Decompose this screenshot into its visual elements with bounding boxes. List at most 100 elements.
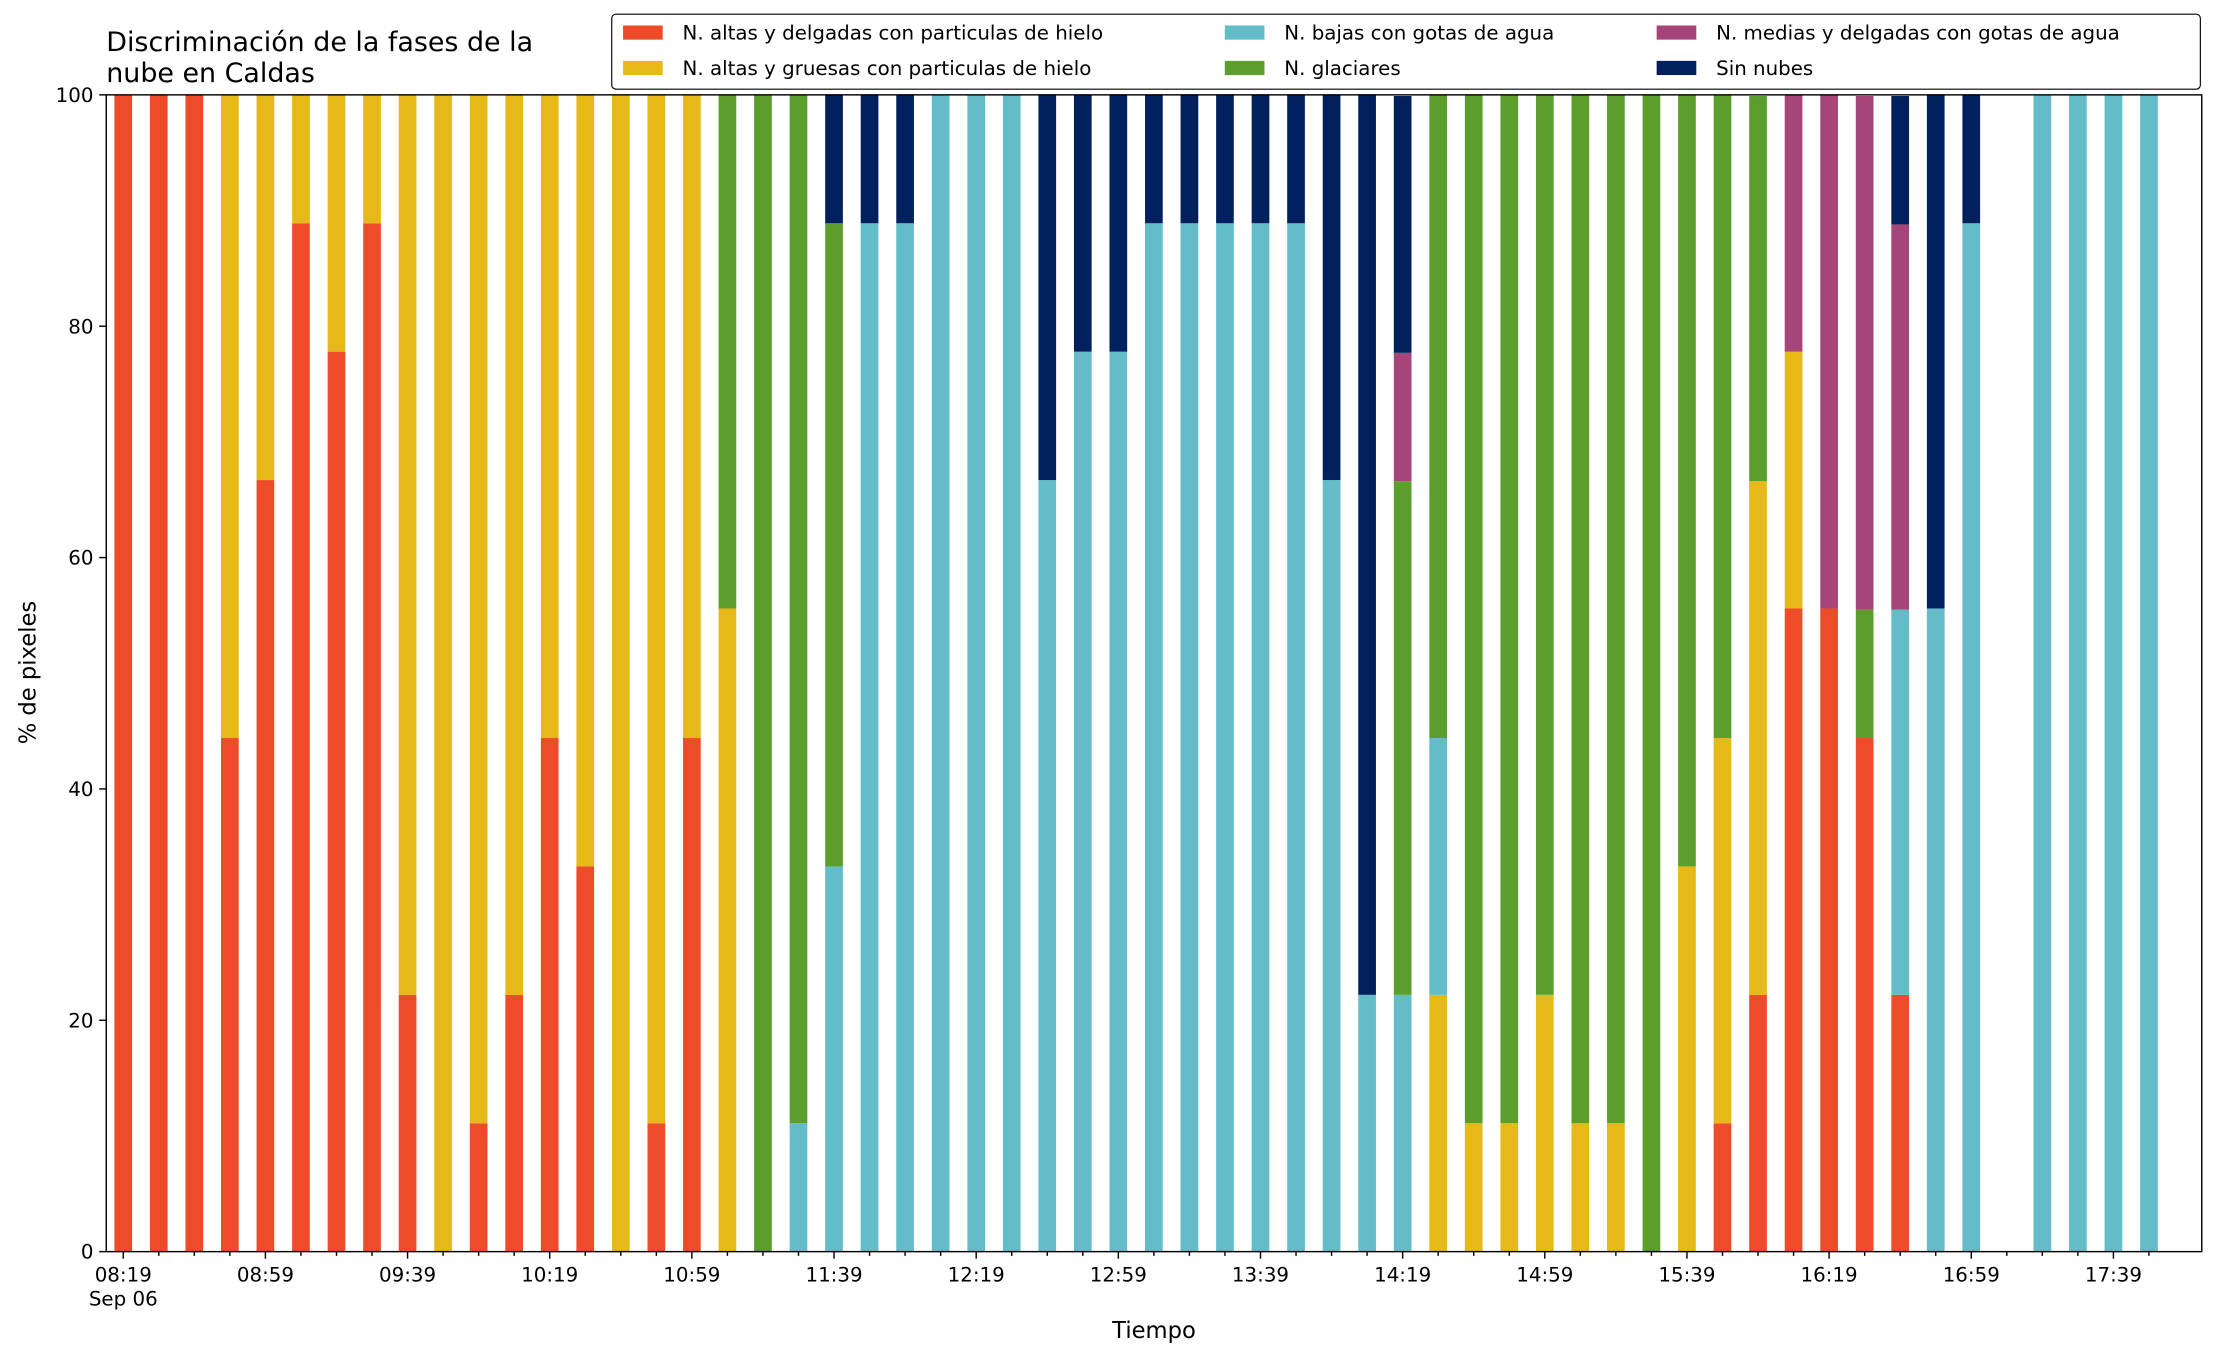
bar-segment xyxy=(2069,94,2087,1252)
y-tick-label: 80 xyxy=(68,315,93,338)
bar-segment xyxy=(1287,223,1305,1252)
bar-segment xyxy=(1607,94,1625,1124)
bar-segment xyxy=(683,738,701,1252)
x-tick-label: 16:19 xyxy=(1801,1263,1858,1286)
bar-segment xyxy=(1216,223,1234,1252)
bar-segment xyxy=(718,608,737,1252)
bar-segment xyxy=(1216,94,1234,224)
bar-segment xyxy=(292,94,310,224)
bar-segment xyxy=(647,1123,666,1252)
bar-segment xyxy=(1429,94,1448,739)
x-tick-label: 13:39 xyxy=(1232,1263,1289,1286)
bar-segment xyxy=(1180,223,1199,1252)
legend-swatch xyxy=(1656,25,1697,40)
bar-segment xyxy=(185,94,204,1252)
bar-segment xyxy=(1926,608,1945,1252)
bar-segment xyxy=(825,866,843,1252)
bar-segment xyxy=(398,94,417,995)
x-tick-label: 10:59 xyxy=(663,1263,720,1286)
bar-segment xyxy=(505,94,524,995)
bar-segment xyxy=(1429,994,1448,1252)
bar-segment xyxy=(1358,94,1376,995)
bar-segment xyxy=(754,94,772,1252)
bar-segment xyxy=(1073,94,1092,352)
bar-segment xyxy=(540,738,559,1252)
bar-segment xyxy=(1500,1123,1519,1252)
bar-segment xyxy=(2033,94,2052,1252)
plot-frame xyxy=(105,94,2203,1253)
bar-segment xyxy=(1855,96,1874,610)
bar-segment xyxy=(860,94,879,224)
date-label: Sep 06 xyxy=(89,1287,158,1310)
bar-segment xyxy=(1393,481,1412,995)
y-tick-label: 100 xyxy=(56,84,94,107)
bar-segment xyxy=(718,94,737,609)
bar-segment xyxy=(1926,94,1945,609)
bar-segment xyxy=(2104,94,2123,1252)
bar-segment xyxy=(1073,351,1092,1252)
bar-segment xyxy=(1038,94,1057,481)
bar-segment xyxy=(1145,223,1163,1252)
x-tick-label: 12:59 xyxy=(1090,1263,1147,1286)
bar-segment xyxy=(1464,1123,1483,1252)
x-tick-label: 14:19 xyxy=(1374,1263,1431,1286)
bar-segment xyxy=(1429,738,1448,995)
bar-segment xyxy=(1713,738,1732,1124)
bar-segment xyxy=(2140,94,2158,1252)
bar-segment xyxy=(363,223,381,1252)
bar-segment xyxy=(1784,351,1803,609)
bar-segment xyxy=(1109,94,1128,352)
bar-segment xyxy=(540,94,559,739)
bar-segment xyxy=(967,94,986,1252)
x-tick-label: 08:59 xyxy=(237,1263,294,1286)
bar-segment xyxy=(434,94,452,1252)
bar-segment xyxy=(683,94,701,739)
bar-segment xyxy=(1393,96,1412,353)
legend-label: N. glaciares xyxy=(1284,57,1400,80)
bar-segment xyxy=(860,223,879,1252)
bar-segment xyxy=(896,94,914,224)
bar-segment xyxy=(1464,94,1483,1124)
bar-segment xyxy=(469,94,488,1124)
bar-segment xyxy=(149,94,168,1252)
x-tick-label: 16:59 xyxy=(1943,1263,2000,1286)
bar-segment xyxy=(1855,609,1874,739)
x-tick-label: 08:19 xyxy=(95,1263,152,1286)
bar-segment xyxy=(896,223,914,1252)
legend-label: N. medias y delgadas con gotas de agua xyxy=(1716,22,2120,45)
bar-segment xyxy=(1571,1123,1590,1252)
bar-segment xyxy=(1535,994,1554,1252)
bar-segment xyxy=(1962,94,1981,224)
y-tick-label: 0 xyxy=(81,1241,94,1264)
bar-segment xyxy=(1287,94,1305,224)
bar-segment xyxy=(1891,994,1910,1252)
legend-swatch xyxy=(1656,60,1697,76)
bar-segment xyxy=(114,94,133,1252)
bar-segment xyxy=(1820,608,1838,1252)
bar-segment xyxy=(221,738,239,1252)
bar-segment xyxy=(1322,94,1341,481)
legend-box xyxy=(611,13,2201,90)
x-tick-label: 15:39 xyxy=(1658,1263,1715,1286)
bar-segment xyxy=(1678,94,1696,867)
bar-segment xyxy=(611,94,630,1252)
bar-segment xyxy=(1180,94,1199,224)
bar-segment xyxy=(1109,351,1128,1252)
bar-segment xyxy=(469,1123,488,1252)
bar-segment xyxy=(1962,223,1981,1252)
bar-segment xyxy=(1607,1123,1625,1252)
bar-segment xyxy=(1393,994,1412,1252)
bar-segment xyxy=(1749,96,1767,482)
bar-segment xyxy=(1713,1123,1732,1252)
x-tick-label: 12:19 xyxy=(948,1263,1005,1286)
bar-segment xyxy=(825,223,843,867)
bar-segment xyxy=(1571,94,1590,1124)
legend-label: N. bajas con gotas de agua xyxy=(1284,22,1554,45)
bar-segment xyxy=(1820,94,1838,609)
bar-segment xyxy=(1251,94,1270,224)
bar-segment xyxy=(327,351,346,1252)
bar-segment xyxy=(398,994,417,1252)
bar-segment xyxy=(576,94,595,867)
